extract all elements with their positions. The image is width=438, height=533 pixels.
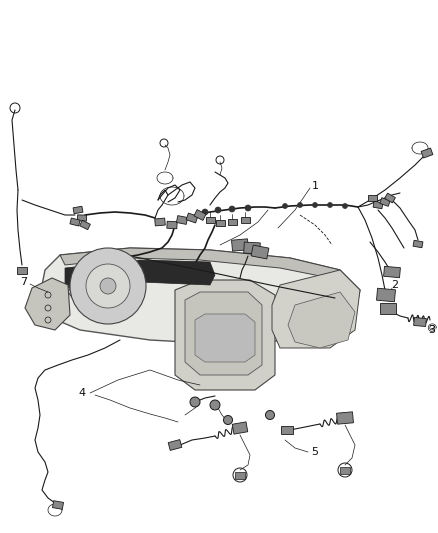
Polygon shape bbox=[377, 288, 396, 302]
Text: 5: 5 bbox=[311, 447, 318, 457]
Polygon shape bbox=[380, 303, 396, 313]
Circle shape bbox=[86, 264, 130, 308]
Polygon shape bbox=[73, 206, 83, 214]
Polygon shape bbox=[413, 240, 423, 248]
Text: 7: 7 bbox=[21, 277, 28, 287]
Polygon shape bbox=[17, 266, 27, 273]
Polygon shape bbox=[336, 412, 353, 424]
Polygon shape bbox=[340, 466, 350, 473]
Polygon shape bbox=[281, 426, 293, 434]
Polygon shape bbox=[70, 218, 80, 226]
Polygon shape bbox=[385, 193, 396, 203]
Circle shape bbox=[312, 203, 318, 207]
Polygon shape bbox=[167, 221, 177, 229]
Polygon shape bbox=[215, 220, 225, 226]
Polygon shape bbox=[68, 260, 145, 310]
Circle shape bbox=[283, 204, 287, 208]
Circle shape bbox=[202, 209, 208, 215]
Polygon shape bbox=[251, 245, 269, 259]
Polygon shape bbox=[272, 270, 360, 348]
Polygon shape bbox=[413, 318, 426, 327]
Circle shape bbox=[265, 410, 275, 419]
Circle shape bbox=[297, 203, 303, 207]
Polygon shape bbox=[195, 314, 255, 362]
Polygon shape bbox=[232, 422, 248, 434]
Circle shape bbox=[343, 204, 347, 208]
Polygon shape bbox=[367, 195, 377, 201]
Text: 2: 2 bbox=[392, 280, 399, 290]
Circle shape bbox=[223, 416, 233, 424]
Polygon shape bbox=[155, 218, 165, 226]
Polygon shape bbox=[227, 219, 237, 225]
Polygon shape bbox=[53, 500, 64, 510]
Circle shape bbox=[229, 206, 235, 212]
Polygon shape bbox=[421, 148, 433, 158]
Polygon shape bbox=[168, 440, 182, 450]
Polygon shape bbox=[65, 260, 215, 288]
Polygon shape bbox=[235, 472, 245, 479]
Polygon shape bbox=[78, 215, 87, 221]
Polygon shape bbox=[373, 201, 383, 209]
Polygon shape bbox=[288, 292, 355, 348]
Polygon shape bbox=[384, 266, 400, 278]
Polygon shape bbox=[380, 198, 390, 206]
Polygon shape bbox=[244, 242, 260, 254]
Circle shape bbox=[328, 203, 332, 207]
Polygon shape bbox=[40, 248, 360, 345]
Polygon shape bbox=[232, 239, 248, 251]
Polygon shape bbox=[205, 217, 215, 223]
Circle shape bbox=[70, 248, 146, 324]
Circle shape bbox=[210, 400, 220, 410]
Circle shape bbox=[245, 205, 251, 211]
Text: 3: 3 bbox=[428, 325, 435, 335]
Polygon shape bbox=[80, 220, 90, 230]
Circle shape bbox=[100, 278, 116, 294]
Polygon shape bbox=[194, 209, 206, 220]
Polygon shape bbox=[240, 217, 250, 223]
Text: 4: 4 bbox=[78, 388, 85, 398]
Polygon shape bbox=[186, 213, 198, 223]
Text: 1: 1 bbox=[311, 181, 318, 191]
Polygon shape bbox=[60, 248, 340, 278]
Polygon shape bbox=[25, 278, 70, 330]
Polygon shape bbox=[175, 280, 275, 390]
Circle shape bbox=[215, 207, 221, 213]
Circle shape bbox=[190, 397, 200, 407]
Polygon shape bbox=[185, 292, 262, 375]
Polygon shape bbox=[177, 216, 187, 224]
